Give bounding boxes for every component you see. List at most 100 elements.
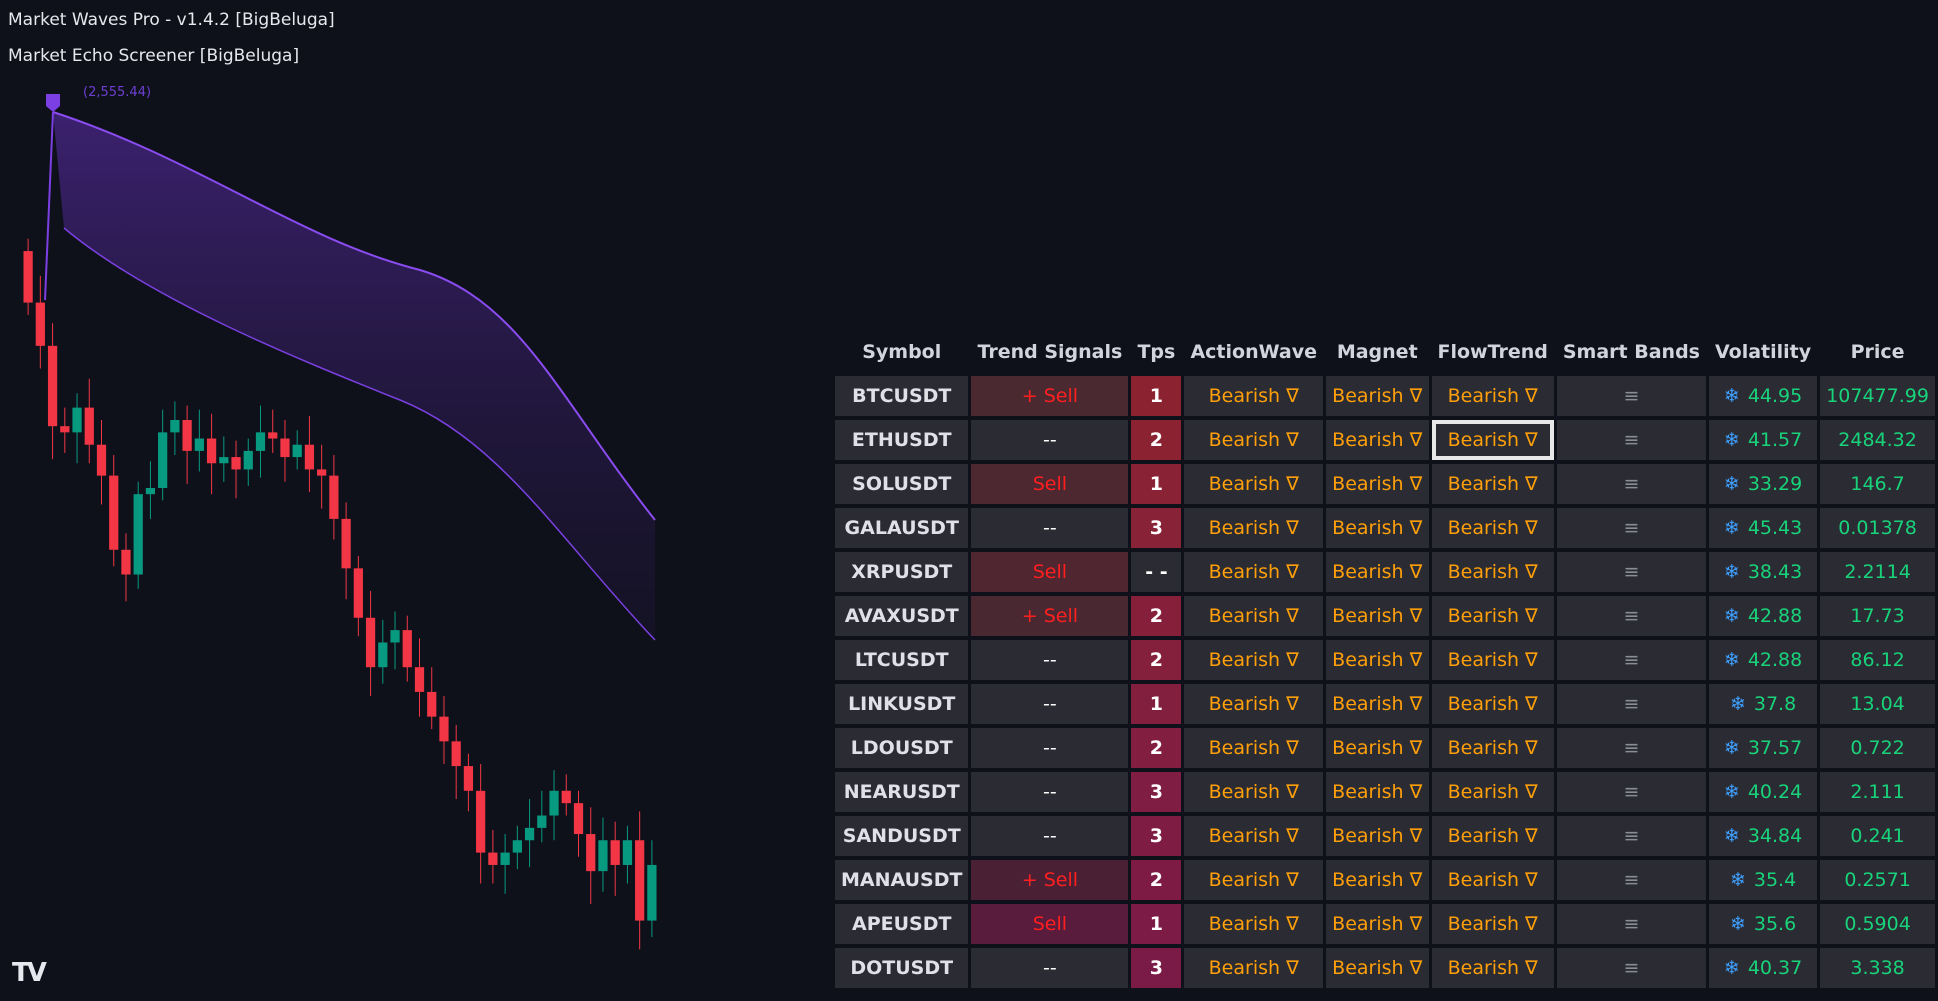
tps-cell: 3 bbox=[1131, 948, 1182, 988]
table-row[interactable]: SOLUSDT Sell 1 Bearish ∇ Bearish ∇ Bearish ∇ ≡… bbox=[835, 464, 1935, 504]
volatility-cell: ❄ 33.29 bbox=[1709, 464, 1818, 504]
actionwave-cell: Bearish ∇ bbox=[1184, 552, 1323, 592]
indicator-title-market-waves[interactable]: Market Waves Pro - v1.4.2 [BigBeluga] bbox=[8, 10, 335, 30]
candle bbox=[109, 475, 119, 550]
wave-band bbox=[53, 112, 655, 640]
tps-cell: 1 bbox=[1131, 464, 1182, 504]
smart-bands-cell: ≡ bbox=[1556, 904, 1706, 944]
indicator-title-echo-screener[interactable]: Market Echo Screener [BigBeluga] bbox=[8, 46, 300, 66]
table-row[interactable]: LTCUSDT -- 2 Bearish ∇ Bearish ∇ Bearish ∇ ≡ ❄ 4… bbox=[835, 640, 1935, 680]
actionwave-cell: Bearish ∇ bbox=[1184, 508, 1323, 548]
candle bbox=[255, 432, 266, 451]
actionwave-cell: Bearish ∇ bbox=[1184, 376, 1323, 416]
candle bbox=[243, 450, 253, 470]
symbol-cell: LTCUSDT bbox=[835, 640, 969, 680]
smart-bands-cell: ≡ bbox=[1556, 860, 1706, 900]
actionwave-cell: Bearish ∇ bbox=[1184, 772, 1323, 812]
actionwave-cell: Bearish ∇ bbox=[1184, 948, 1323, 988]
flowtrend-cell: Bearish ∇ bbox=[1431, 596, 1554, 636]
candle bbox=[145, 487, 156, 495]
table-row[interactable]: XRPUSDT Sell - - Bearish ∇ Bearish ∇ Bearish … bbox=[835, 552, 1935, 592]
table-row[interactable]: SANDUSDT -- 3 Bearish ∇ Bearish ∇ Bearish ∇ ≡ ❄… bbox=[835, 816, 1935, 856]
trend-signal-cell: -- bbox=[971, 948, 1129, 988]
price-cell: 0.722 bbox=[1820, 728, 1935, 768]
trend-signal-cell: -- bbox=[971, 684, 1129, 724]
table-row[interactable]: NEARUSDT -- 3 Bearish ∇ Bearish ∇ Bearish ∇ ≡ ❄… bbox=[835, 772, 1935, 812]
trend-signal-cell: -- bbox=[971, 420, 1129, 460]
volatility-cell: ❄ 42.88 bbox=[1709, 640, 1818, 680]
candle bbox=[476, 790, 486, 853]
candle bbox=[353, 568, 363, 618]
magnet-cell: Bearish ∇ bbox=[1325, 464, 1429, 504]
actionwave-cell: Bearish ∇ bbox=[1184, 596, 1323, 636]
flowtrend-cell: Bearish ∇ bbox=[1431, 684, 1554, 724]
table-row[interactable]: APEUSDT Sell 1 Bearish ∇ Bearish ∇ Bearish ∇ ≡… bbox=[835, 904, 1935, 944]
candle bbox=[524, 827, 535, 841]
volatility-cell: ❄ 37.8 bbox=[1709, 684, 1818, 724]
candle bbox=[622, 840, 633, 865]
price-cell: 0.2571 bbox=[1820, 860, 1935, 900]
actionwave-cell: Bearish ∇ bbox=[1184, 464, 1323, 504]
tps-cell: - - bbox=[1131, 552, 1182, 592]
candle bbox=[219, 457, 229, 464]
tps-cell: 2 bbox=[1131, 420, 1182, 460]
volatility-cell: ❄ 45.43 bbox=[1709, 508, 1818, 548]
price-chart[interactable]: (2,555.44) bbox=[0, 0, 680, 1001]
magnet-cell: Bearish ∇ bbox=[1325, 860, 1429, 900]
volatility-cell: ❄ 35.4 bbox=[1709, 860, 1818, 900]
symbol-cell: ETHUSDT bbox=[835, 420, 969, 460]
table-row[interactable]: LDOUSDT -- 2 Bearish ∇ Bearish ∇ Bearish ∇ ≡ ❄ 3… bbox=[835, 728, 1935, 768]
volatility-value: 34.84 bbox=[1747, 825, 1803, 847]
price-cell: 0.241 bbox=[1820, 816, 1935, 856]
symbol-cell: DOTUSDT bbox=[835, 948, 969, 988]
trend-signal-cell: -- bbox=[971, 640, 1129, 680]
candle bbox=[537, 815, 547, 828]
price-cell: 17.73 bbox=[1820, 596, 1935, 636]
volatility-cell: ❄ 42.88 bbox=[1709, 596, 1818, 636]
price-cell: 0.01378 bbox=[1820, 508, 1935, 548]
candle bbox=[573, 803, 584, 835]
volatility-value: 40.24 bbox=[1747, 781, 1803, 803]
candle bbox=[121, 549, 131, 575]
trend-signal-cell: -- bbox=[971, 508, 1129, 548]
table-row[interactable]: AVAXUSDT + Sell 2 Bearish ∇ Bearish ∇ Bearish… bbox=[835, 596, 1935, 636]
table-row[interactable]: MANAUSDT + Sell 2 Bearish ∇ Bearish ∇ Bearish… bbox=[835, 860, 1935, 900]
volatility-cell: ❄ 40.24 bbox=[1709, 772, 1818, 812]
candle bbox=[463, 766, 474, 791]
symbol-cell: XRPUSDT bbox=[835, 552, 969, 592]
snowflake-icon: ❄ bbox=[1729, 693, 1746, 715]
symbol-cell: LINKUSDT bbox=[835, 684, 969, 724]
candle bbox=[610, 840, 620, 865]
tps-cell: 3 bbox=[1131, 816, 1182, 856]
candle bbox=[206, 438, 217, 464]
symbol-cell: LDOUSDT bbox=[835, 728, 969, 768]
column-header: Volatility bbox=[1715, 341, 1812, 363]
candle bbox=[647, 864, 657, 921]
smart-bands-cell: ≡ bbox=[1556, 596, 1706, 636]
candle bbox=[182, 420, 192, 451]
candle bbox=[378, 642, 388, 668]
tradingview-logo[interactable]: TV bbox=[12, 958, 47, 988]
table-row[interactable]: GALAUSDT -- 3 Bearish ∇ Bearish ∇ Bearish ∇ ≡ ❄… bbox=[835, 508, 1935, 548]
tps-cell: 1 bbox=[1131, 904, 1182, 944]
table-row[interactable]: BTCUSDT + Sell 1 Bearish ∇ Bearish ∇ Bearish … bbox=[835, 376, 1935, 416]
smart-bands-cell: ≡ bbox=[1556, 728, 1706, 768]
actionwave-cell: Bearish ∇ bbox=[1184, 860, 1323, 900]
flowtrend-cell: Bearish ∇ bbox=[1431, 464, 1554, 504]
candle bbox=[133, 494, 143, 575]
snowflake-icon: ❄ bbox=[1723, 561, 1740, 583]
table-row[interactable]: DOTUSDT -- 3 Bearish ∇ Bearish ∇ Bearish ∇ ≡ ❄ 4… bbox=[835, 948, 1935, 988]
table-row[interactable]: ETHUSDT -- 2 Bearish ∇ Bearish ∇ Bearish ∇ ≡ ❄ 4… bbox=[835, 420, 1935, 460]
actionwave-cell: Bearish ∇ bbox=[1184, 420, 1323, 460]
candle bbox=[194, 438, 204, 451]
candle bbox=[500, 852, 510, 865]
snowflake-icon: ❄ bbox=[1723, 429, 1740, 451]
tps-cell: 2 bbox=[1131, 860, 1182, 900]
volatility-cell: ❄ 44.95 bbox=[1709, 376, 1818, 416]
flowtrend-cell: Bearish ∇ bbox=[1431, 904, 1554, 944]
magnet-cell: Bearish ∇ bbox=[1325, 640, 1429, 680]
smart-bands-cell: ≡ bbox=[1556, 772, 1706, 812]
volatility-value: 37.8 bbox=[1753, 693, 1797, 715]
table-row[interactable]: LINKUSDT -- 1 Bearish ∇ Bearish ∇ Bearish ∇ ≡ ❄… bbox=[835, 684, 1935, 724]
flowtrend-cell: Bearish ∇ bbox=[1431, 816, 1554, 856]
